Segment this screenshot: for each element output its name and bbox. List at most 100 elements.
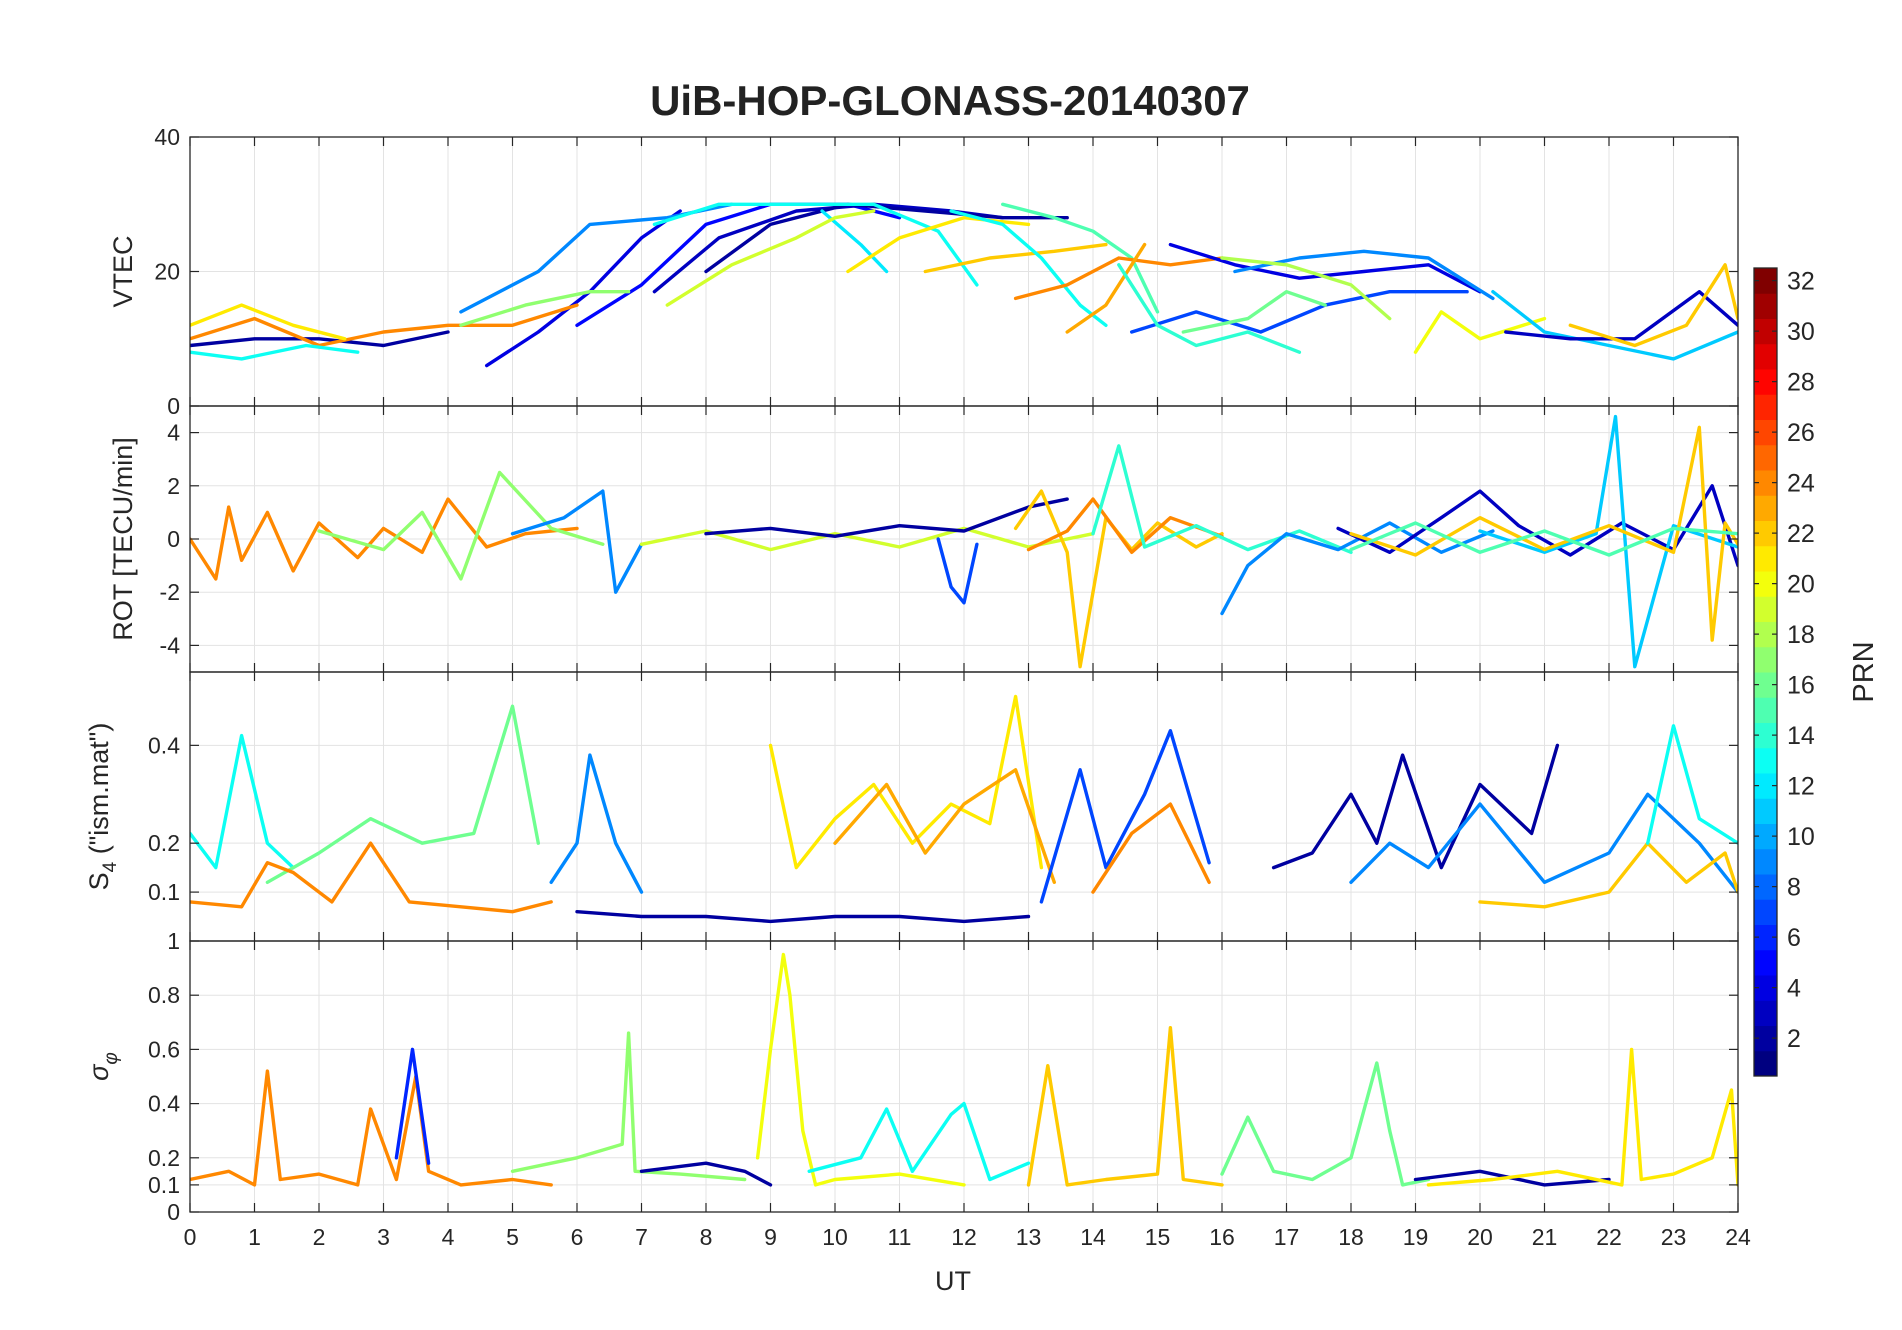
colorbar-segment: [1754, 520, 1777, 547]
series-line-prn-3: [1336, 484, 1738, 568]
series-line-prn-2: [1271, 743, 1560, 870]
colorbar-segment: [1754, 1000, 1777, 1026]
colorbar-segment: [1754, 848, 1777, 875]
series-line-prn-15: [1001, 202, 1160, 314]
y-axis-label: VTEC: [108, 235, 138, 307]
series-line-prn-16: [1220, 1061, 1431, 1187]
series-line-prn-22: [1568, 263, 1738, 348]
colorbar-segment: [1754, 268, 1777, 294]
series-line-prn-21: [768, 694, 1044, 870]
colorbar-segment: [1754, 369, 1777, 395]
x-tick-label: 22: [1596, 1224, 1622, 1250]
colorbar-tick-label: 30: [1787, 318, 1815, 346]
x-tick-label: 0: [184, 1224, 197, 1250]
series-line-prn-4: [485, 209, 682, 368]
colorbar-segment: [1754, 899, 1777, 925]
series-group: [190, 694, 1738, 924]
series-line-prn-16: [265, 704, 540, 884]
series-line-prn-11: [1491, 290, 1738, 361]
colorbar-tick-label: 32: [1787, 268, 1815, 296]
colorbar-segment: [1754, 495, 1777, 521]
colorbar-segment: [1754, 571, 1777, 597]
x-tick-label: 3: [377, 1224, 390, 1250]
series-line-prn-15: [1349, 521, 1738, 557]
series-line-prn-19: [665, 209, 876, 307]
colorbar-tick-label: 4: [1787, 975, 1801, 1003]
series-line-prn-2: [639, 1161, 773, 1187]
y-tick-label: 0.4: [148, 732, 180, 758]
colorbar-segment: [1754, 823, 1777, 850]
colorbar-segment: [1754, 672, 1777, 698]
x-tick-label: 11: [888, 1224, 912, 1250]
series-line-prn-2: [575, 910, 1031, 924]
series-line-prn-7: [936, 537, 979, 605]
y-tick-label: 0.8: [148, 982, 180, 1008]
series-line-prn-21: [190, 303, 347, 341]
series-line-prn-20: [755, 952, 966, 1187]
series-line-prn-24: [1013, 256, 1224, 301]
colorbar-tick-label: 8: [1787, 874, 1801, 902]
series-line-prn-12: [820, 209, 889, 274]
series-line-prn-13: [807, 1101, 1031, 1182]
x-tick-label: 19: [1403, 1224, 1429, 1250]
panel-rot: -4 -2 0 2 4 ROT [TECU/min]: [108, 405, 1739, 673]
y-tick-label: 0.1: [148, 1172, 180, 1198]
chart-title: UiB-HOP-GLONASS-20140307: [650, 77, 1250, 124]
y-tick-label: 1: [167, 928, 180, 954]
y-tick-label: 20: [154, 259, 180, 285]
panel-vtec: 0 20 40 VTEC: [108, 124, 1739, 419]
colorbar-tick-label: 10: [1787, 823, 1815, 851]
series-line-prn-7: [1039, 729, 1211, 904]
colorbar-segment: [1754, 621, 1777, 648]
x-tick-label: 12: [951, 1224, 977, 1250]
series-line-prn-3: [1504, 290, 1738, 341]
colorbar-tick-label: 22: [1787, 520, 1815, 548]
colorbar-label: PRN: [1848, 641, 1880, 702]
y-axis-label: ROT [TECU/min]: [108, 437, 138, 641]
series-line-prn-9: [459, 202, 734, 314]
series-line-prn-20: [1413, 310, 1547, 354]
colorbar-tick-label: 28: [1787, 369, 1815, 397]
series-line-prn-2: [704, 497, 1069, 538]
series-line-prn-9: [1349, 792, 1738, 894]
y-tick-label: 0: [167, 393, 180, 419]
colorbar-segment: [1754, 773, 1777, 799]
x-tick-label: 2: [313, 1224, 326, 1250]
colorbar-segment: [1754, 747, 1777, 774]
series-line-prn-24: [190, 303, 579, 348]
colorbar-segment: [1754, 722, 1777, 749]
y-tick-label: 0: [167, 526, 180, 552]
colorbar-tick-label: 24: [1787, 470, 1815, 498]
colorbar-segment: [1754, 596, 1777, 622]
colorbar-segment: [1754, 1025, 1777, 1052]
series-line-prn-2: [190, 330, 450, 348]
series-line-prn-24: [190, 497, 579, 581]
colorbar-segment: [1754, 874, 1777, 900]
x-tick-label: 20: [1467, 1224, 1493, 1250]
series-line-prn-24: [190, 1069, 553, 1187]
x-tick-label: 14: [1080, 1224, 1106, 1250]
series-line-prn-24: [1026, 497, 1224, 554]
colorbar-segment: [1754, 798, 1777, 824]
series-line-prn-9: [510, 489, 644, 594]
series-line-prn-24: [1091, 802, 1211, 894]
y-tick-label: 0.4: [148, 1091, 180, 1117]
colorbar-tick-label: 14: [1787, 722, 1815, 750]
colorbar-tick-label: 2: [1787, 1025, 1801, 1053]
x-tick-label: 15: [1145, 1224, 1171, 1250]
y-axis-label: S4 ("ism.mat"): [84, 723, 121, 891]
x-tick-label: 7: [635, 1224, 648, 1250]
x-tick-label: 23: [1661, 1224, 1687, 1250]
y-tick-label: 0.2: [148, 830, 180, 856]
y-tick-label: 0: [167, 1199, 180, 1225]
x-tick-label: 18: [1338, 1224, 1364, 1250]
y-tick-label: -4: [160, 632, 181, 658]
y-tick-label: 4: [167, 420, 180, 446]
series-line-prn-21: [1426, 1047, 1738, 1187]
series-line-prn-4: [1168, 242, 1482, 294]
series-line-prn-13: [652, 202, 979, 287]
x-tick-label: 5: [506, 1224, 519, 1250]
x-tick-label: 13: [1016, 1224, 1042, 1250]
series-line-prn-23: [1065, 242, 1147, 334]
